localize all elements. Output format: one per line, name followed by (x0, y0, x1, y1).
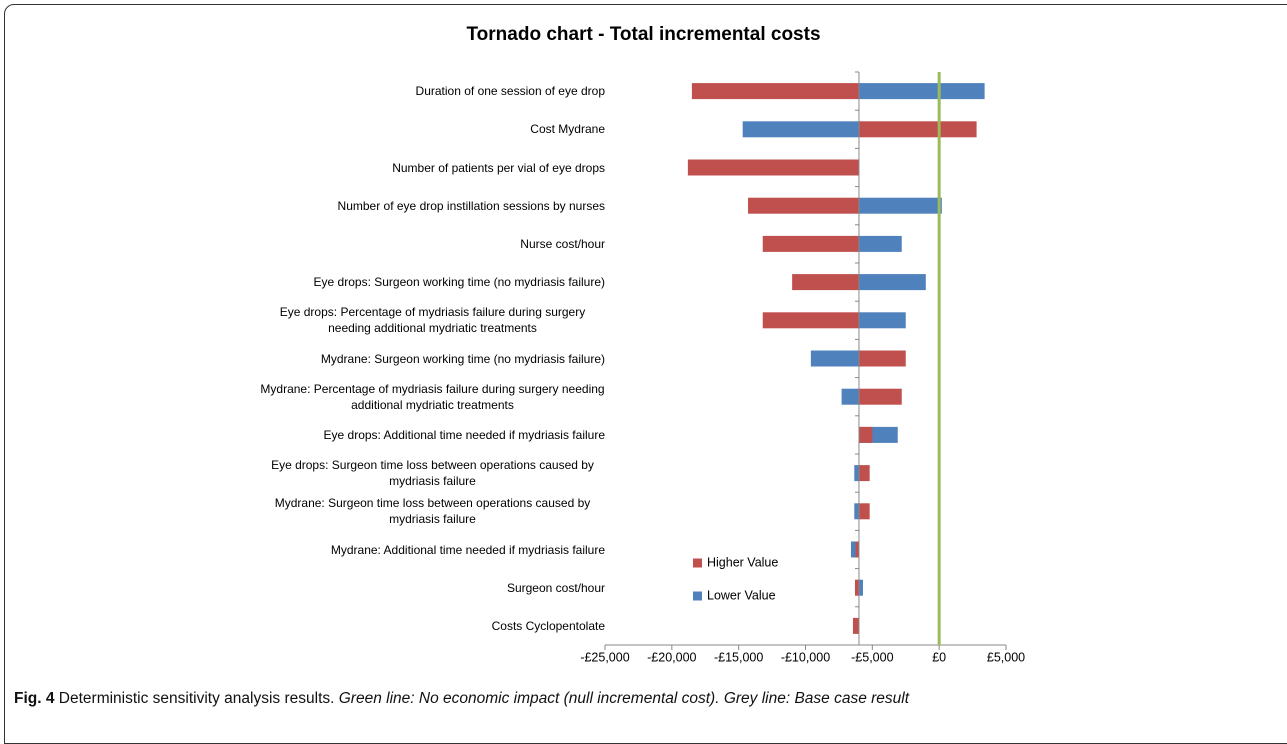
category-text: Number of patients per vial of eye drops (392, 160, 605, 175)
legend-swatch (693, 558, 702, 568)
bar (858, 388, 902, 405)
category-text: Mydrane: Surgeon working time (no mydria… (320, 351, 605, 366)
bar (858, 312, 906, 329)
category-label: Mydrane: Surgeon working time (no mydria… (321, 351, 605, 367)
category-label: Eye drops: Percentage of mydriasis failu… (260, 304, 605, 336)
category-label: Mydrane: Percentage of mydriasis failure… (260, 381, 605, 413)
bar (810, 350, 859, 367)
bar (858, 579, 863, 596)
category-text: Cost Mydrane (530, 122, 605, 137)
bar (850, 541, 859, 558)
x-tick-label: £0 (932, 650, 946, 664)
bar (762, 312, 859, 329)
bar (858, 83, 985, 100)
page: {"chart_data": {"type": "tornado", "titl… (4, 4, 1287, 744)
bar (858, 465, 870, 482)
category-text: Eye drops: Surgeon time loss between ope… (271, 458, 594, 489)
bar (742, 121, 859, 138)
bar (858, 274, 926, 291)
category-label: Costs Cyclopentolate (492, 618, 605, 634)
category-label: Nurse cost/hour (520, 236, 605, 252)
caption-note: Green line: No economic impact (null inc… (338, 690, 910, 707)
category-text: Duration of one session of eye drop (415, 84, 605, 99)
category-text: Surgeon cost/hour (506, 580, 605, 595)
category-label: Number of patients per vial of eye drops (392, 160, 605, 176)
category-text: Number of eye drop instillation sessions… (337, 198, 605, 213)
category-text: Eye drops: Additional time needed if myd… (323, 427, 605, 442)
caption: Fig. 4 Deterministic sensitivity analysi… (14, 690, 909, 708)
category-text: Mydrane: Additional time needed if mydri… (330, 542, 605, 557)
x-tick-label: -£5,000 (851, 650, 893, 664)
x-tick-label: -£10,000 (781, 650, 830, 664)
bar (858, 121, 977, 138)
caption-label: Fig. 4 (14, 690, 55, 707)
legend-label: Lower Value (707, 588, 776, 602)
bar (854, 579, 859, 596)
category-label: Mydrane: Additional time needed if mydri… (331, 542, 605, 558)
bar (762, 235, 859, 252)
category-text: Costs Cyclopentolate (491, 618, 605, 633)
category-label: Duration of one session of eye drop (416, 83, 605, 99)
chart: -£25,000 -£20,000 -£15,000 -£10,000 -£5,000 £… (580, 71, 1025, 664)
bar (858, 197, 942, 214)
bar (748, 197, 859, 214)
bar (687, 159, 859, 176)
bar (792, 274, 859, 291)
category-label: Mydrane: Surgeon time loss between opera… (260, 495, 605, 527)
category-label: Eye drops: Surgeon working time (no mydr… (314, 274, 605, 290)
category-text: Nurse cost/hour (520, 236, 605, 251)
category-text: Eye drops: Surgeon working time (no mydr… (313, 275, 605, 290)
legend-swatch (693, 591, 702, 601)
category-label: Surgeon cost/hour (507, 580, 605, 596)
bar (858, 503, 870, 520)
category-text: Eye drops: Percentage of mydriasis failu… (279, 305, 586, 336)
category-label: Eye drops: Surgeon time loss between ope… (260, 457, 605, 489)
bar (855, 541, 859, 558)
bar (858, 426, 873, 443)
category-text: Mydrane: Percentage of mydriasis failure… (260, 381, 605, 412)
category-text: Mydrane: Surgeon time loss between opera… (274, 496, 591, 527)
bar (854, 503, 859, 520)
bar (691, 83, 859, 100)
x-tick-label: £5,000 (987, 650, 1025, 664)
category-label: Number of eye drop instillation sessions… (338, 198, 605, 214)
x-tick-label: -£25,000 (580, 650, 629, 664)
chart-title: Tornado chart - Total incremental costs (466, 24, 821, 45)
bar (858, 235, 902, 252)
bar (852, 617, 859, 634)
category-label: Cost Mydrane (530, 121, 605, 137)
bar (841, 388, 859, 405)
x-tick-label: -£15,000 (714, 650, 763, 664)
x-tick-label: -£20,000 (647, 650, 696, 664)
category-label: Eye drops: Additional time needed if myd… (324, 427, 605, 443)
caption-text: Deterministic sensitivity analysis resul… (58, 690, 335, 707)
bar (858, 350, 906, 367)
bar (854, 465, 859, 482)
legend-label: Higher Value (707, 555, 778, 569)
